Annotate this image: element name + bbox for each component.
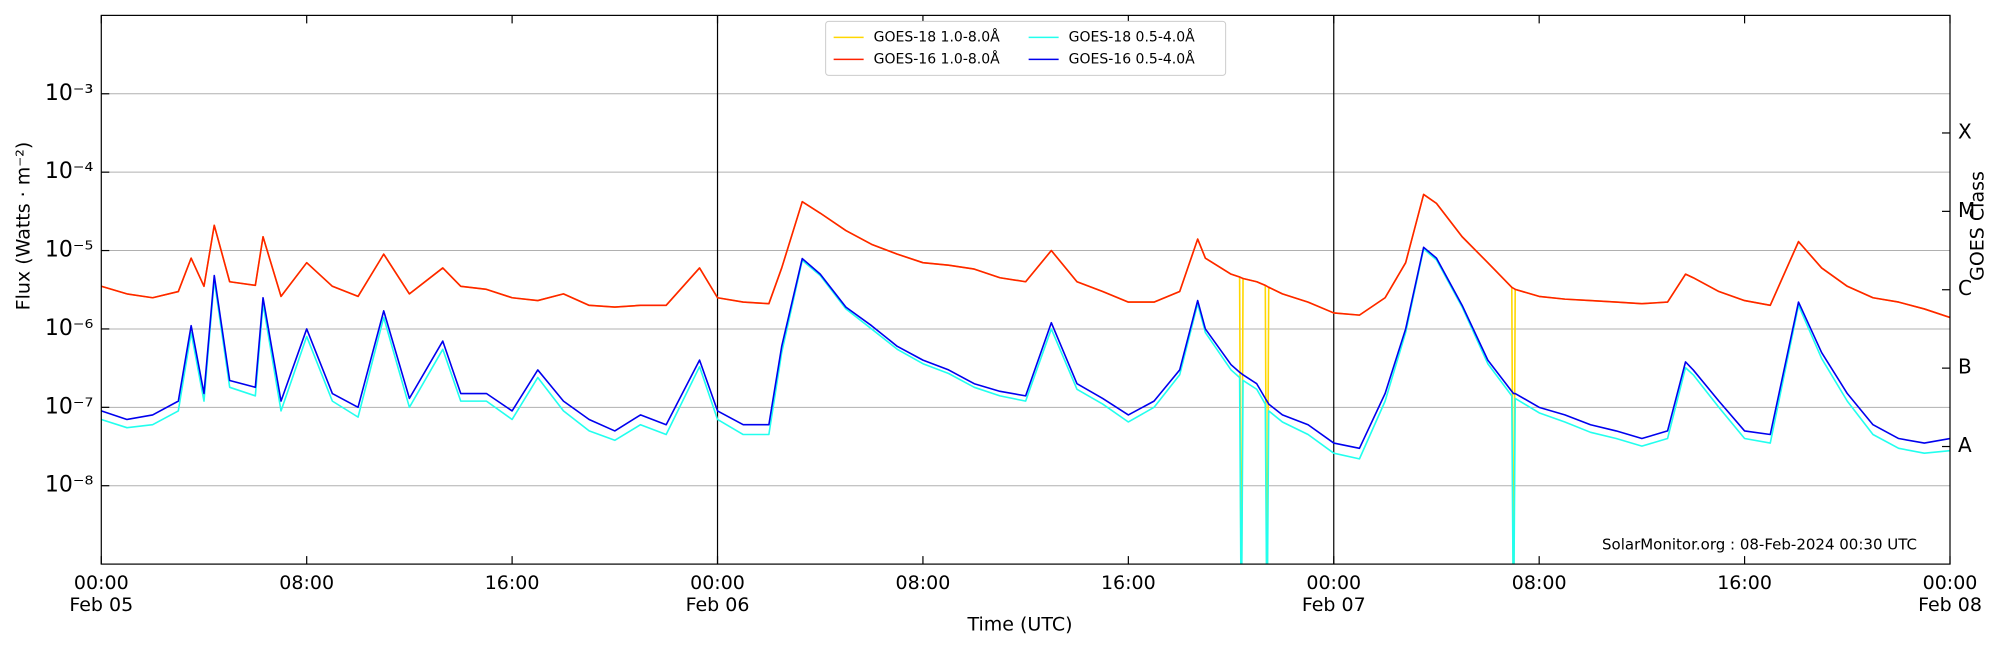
x-tick-label: 00:00 Feb 08: [1918, 572, 1982, 617]
legend-box: [825, 20, 1227, 76]
legend: GOES-18 1.0-8.0Å GOES-16 1.0-8.0Å GOES-18 …: [825, 20, 1227, 76]
x-tick-label: 16:00: [1100, 572, 1156, 595]
x-tick-label: 08:00: [1511, 572, 1567, 595]
axes: 10⁻⁸ 10⁻⁷ 10⁻⁶ 10⁻⁵ 10⁻⁴ 10⁻³ A B C M X: [45, 15, 1975, 565]
x-tick-label: 00:00 Feb 07: [1301, 572, 1366, 617]
x-axis-label: Time (UTC): [966, 614, 1072, 636]
x-tick-label: 08:00: [895, 572, 951, 595]
x-tick-label: 08:00: [279, 572, 335, 595]
x-tick-label: 00:00 Feb 06: [685, 572, 750, 617]
x-tick-label: 16:00: [1717, 572, 1772, 595]
plot-frame: [100, 14, 1951, 565]
series-line: [101, 248, 1950, 565]
y2-tick-label: M: [1958, 198, 1975, 222]
y2-axis-label: GOES Class: [1967, 171, 1989, 281]
y2-tick-label: B: [1958, 355, 1972, 379]
legend-label: GOES-16 0.5-4.0Å: [1069, 50, 1195, 67]
legend-label: GOES-16 1.0-8.0Å: [874, 50, 1000, 67]
y-tick-label: 10⁻⁴: [45, 159, 94, 184]
x-tick-label: 16:00: [484, 572, 540, 595]
plot-lines: [101, 193, 1950, 565]
y-tick-label: 10⁻⁷: [45, 394, 93, 419]
y2-tick-label: X: [1958, 119, 1972, 143]
grid: [101, 15, 1950, 565]
y-tick-label: 10⁻⁶: [45, 316, 94, 341]
legend-label: GOES-18 1.0-8.0Å: [874, 28, 1000, 45]
x-tick-label: 00:00 Feb 05: [69, 572, 134, 617]
y2-tick-label: C: [1958, 276, 1972, 300]
series-line: [101, 193, 1950, 319]
annotation: SolarMonitor.org : 08-Feb-2024 00:30 UTC: [1602, 536, 1917, 554]
y-axis-label: Flux (Watts · m⁻²): [13, 142, 35, 311]
series-line: [101, 246, 1950, 450]
legend-label: GOES-18 0.5-4.0Å: [1069, 28, 1195, 45]
y-tick-label: 10⁻⁵: [45, 238, 93, 263]
y-tick-label: 10⁻⁸: [45, 473, 94, 498]
y-tick-label: 10⁻³: [45, 81, 93, 106]
y2-tick-label: A: [1958, 433, 1972, 457]
